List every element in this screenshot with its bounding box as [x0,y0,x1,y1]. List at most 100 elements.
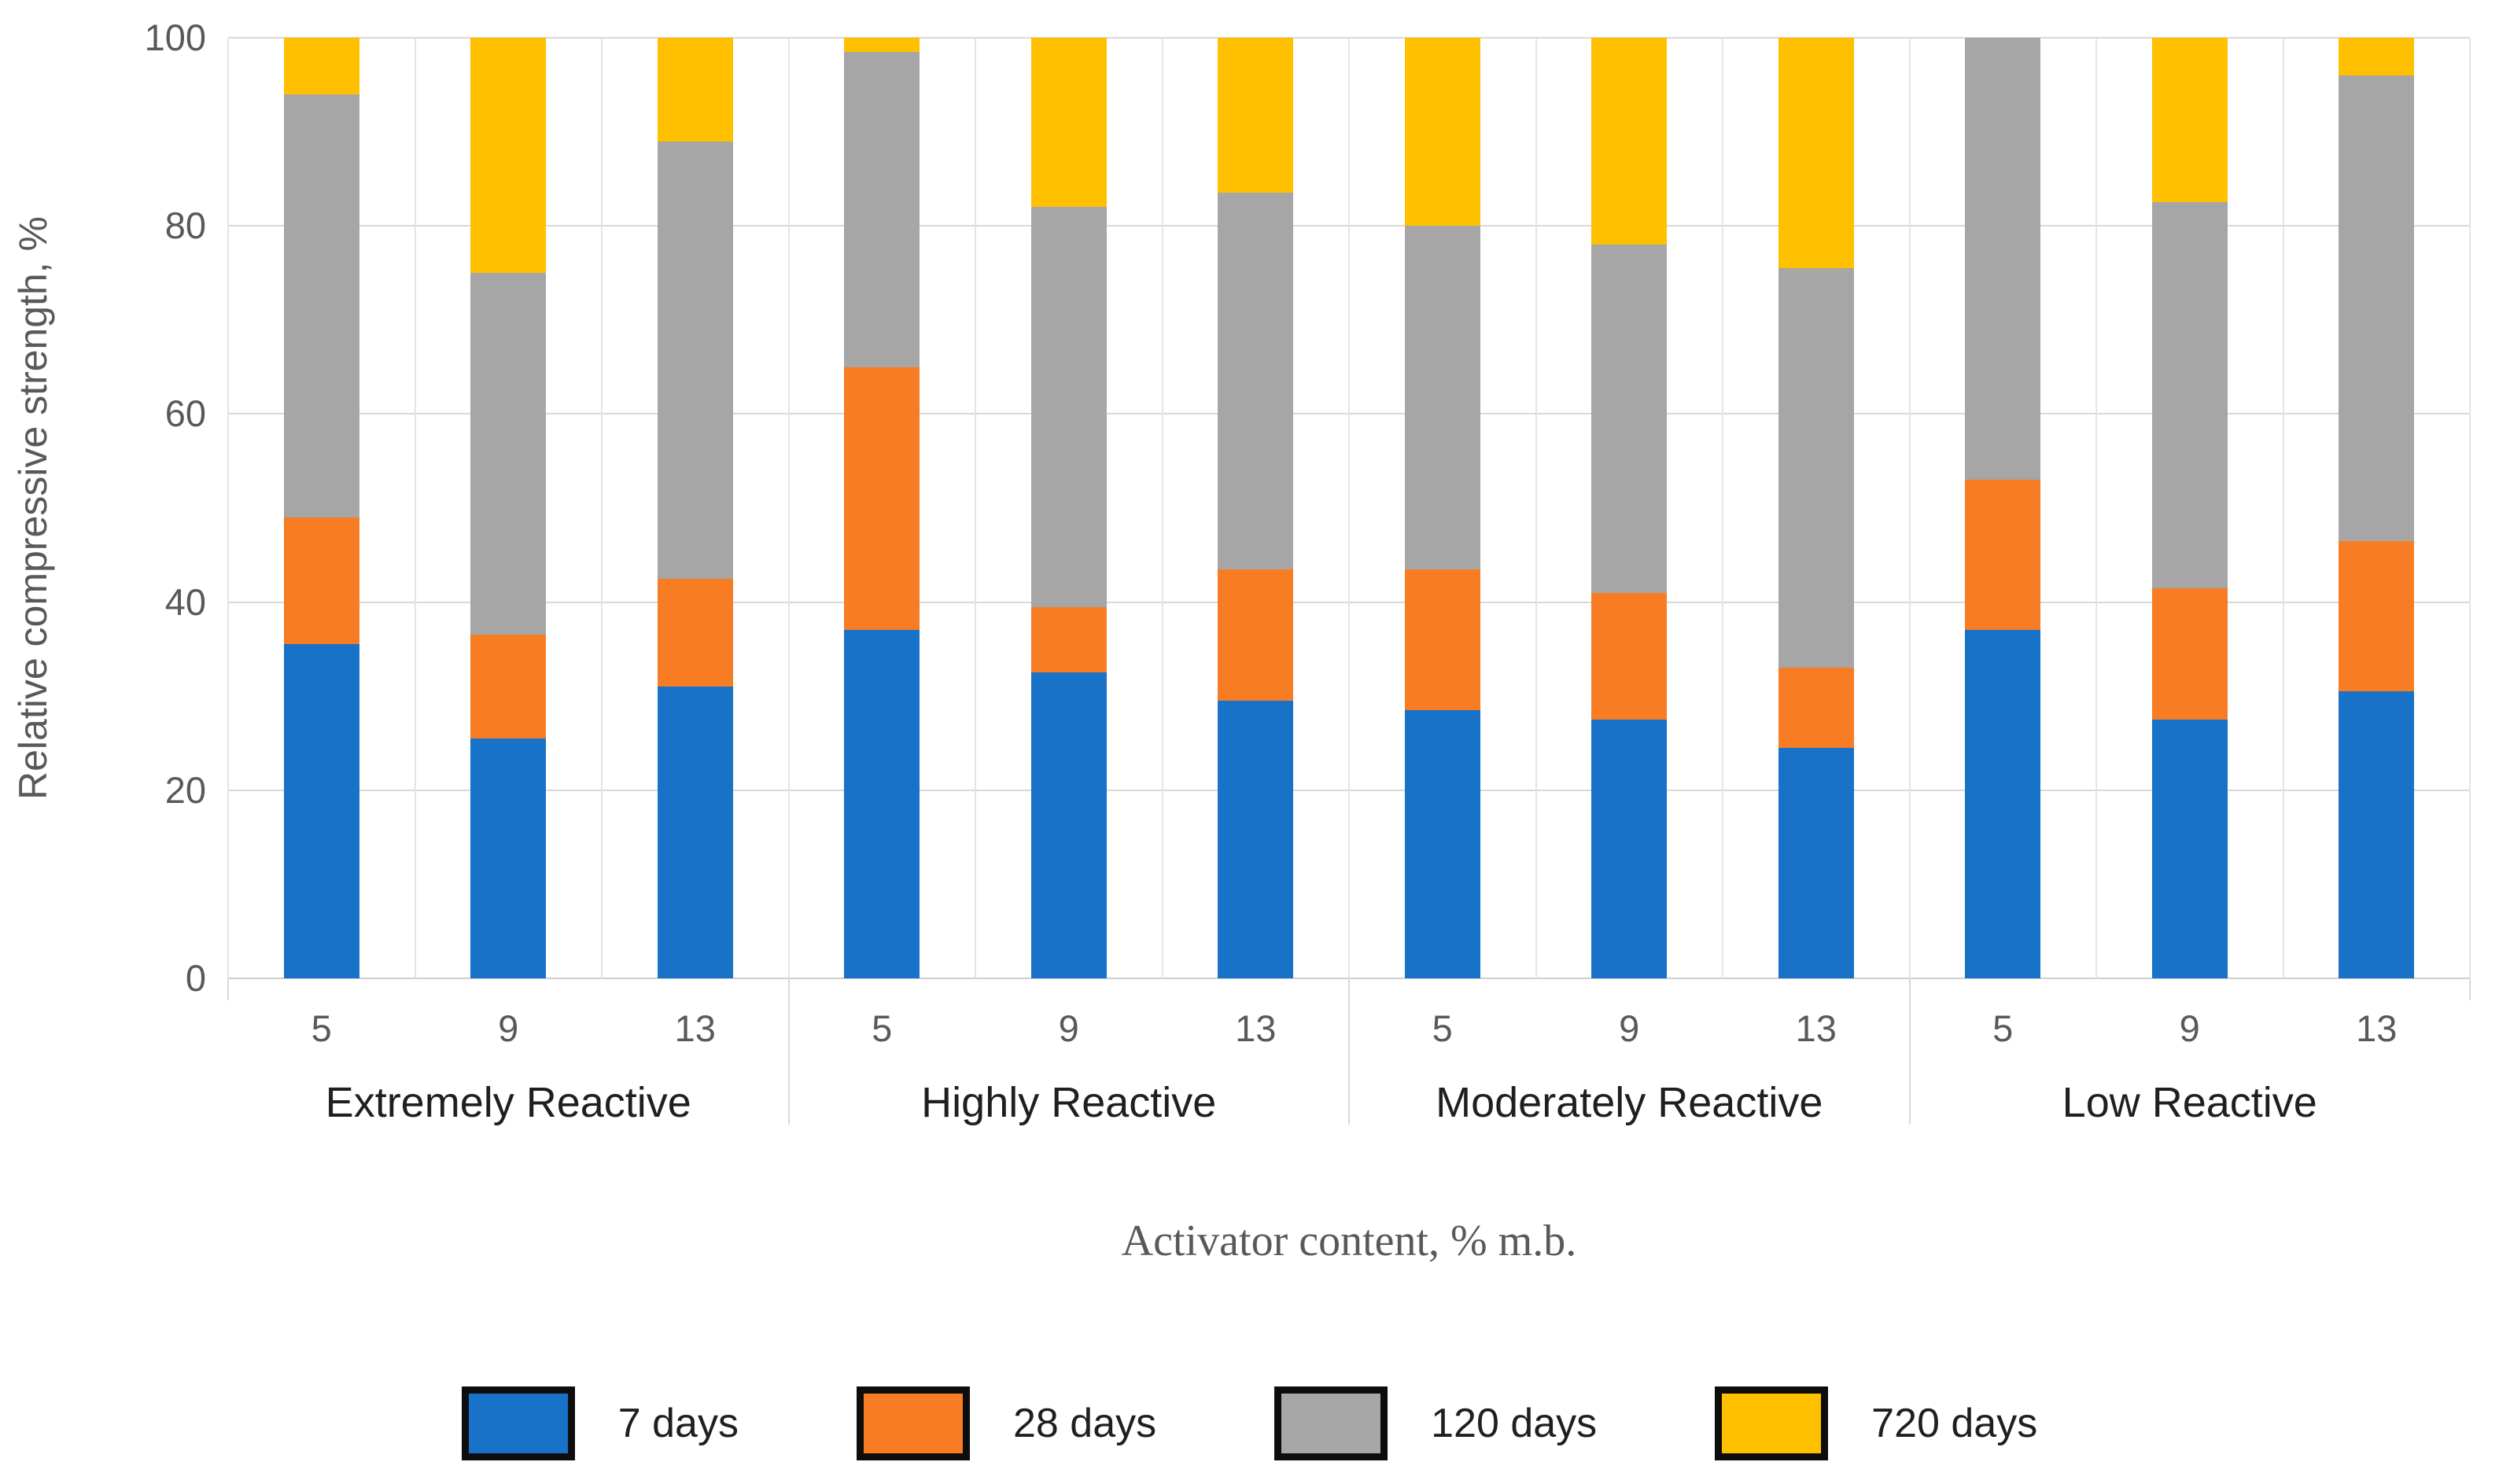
bar-low-reactive-5 [1965,38,2041,978]
y-tick-label-80: 80 [164,204,206,247]
bar-segment-28-days [283,517,359,645]
bar-segment-28-days [1030,606,1107,673]
x-tick-label: 5 [1992,1007,2014,1049]
bar-segment-720-days [657,38,733,142]
bar-segment-28-days [1591,592,1668,720]
category-boundary-line [2282,38,2284,978]
bar-segment-720-days [470,38,547,273]
bar-segment-720-days [1030,38,1107,208]
bar-highly-reactive-9 [1030,38,1107,978]
bar-moderately-reactive-5 [1404,38,1480,978]
bar-segment-720-days [2151,38,2228,203]
bar-segment-7-days [1778,747,1854,978]
legend-label: 720 days [1871,1401,2038,1446]
bar-segment-28-days [657,578,733,687]
bar-segment-720-days [1591,38,1668,245]
category-boundary-line [1908,38,1911,978]
category-boundary-line [2095,38,2097,978]
category-boundary-line [414,38,416,978]
category-boundary-line [1161,38,1163,978]
bar-segment-28-days [2151,587,2228,720]
category-boundary-line [1722,38,1723,978]
x-tick-label: 5 [872,1007,893,1049]
bar-segment-720-days [1778,38,1854,269]
bar-segment-120-days [1404,226,1480,569]
category-boundary-line [1535,38,1537,978]
bar-segment-120-days [1218,193,1294,569]
category-boundary-line [975,38,976,978]
x-tick-label: 9 [498,1007,519,1049]
x-tick-label: 13 [674,1007,716,1049]
group-separator [2469,978,2471,1000]
group-label-extremely-reactive: Extremely Reactive [325,1079,691,1126]
group-separator [227,978,229,1000]
y-tick-label-0: 0 [185,957,206,999]
x-tick-label: 13 [1795,1007,1837,1049]
x-tick-label: 9 [1619,1007,1640,1049]
bar-segment-28-days [1965,480,2041,631]
category-boundary-line [601,38,603,978]
category-boundary-line [2469,38,2471,978]
x-tick-label: 5 [311,1007,332,1049]
y-tick-label-100: 100 [144,17,206,58]
x-tick-label: 9 [1058,1007,1079,1049]
bar-segment-7-days [844,630,920,978]
plot-area [227,37,2471,979]
x-tick-label: 13 [2356,1007,2398,1049]
bar-segment-28-days [1218,569,1294,701]
bar-segment-120-days [470,273,547,635]
bar-highly-reactive-5 [844,38,920,978]
group-label-highly-reactive: Highly Reactive [921,1079,1217,1126]
category-boundary-line [227,38,229,978]
bar-extremely-reactive-13 [657,38,733,978]
group-separator [1908,978,1911,1125]
group-label-low-reactive: Low Reactive [2062,1079,2317,1126]
bar-segment-120-days [1965,38,2041,481]
legend-label: 7 days [617,1401,739,1446]
bar-extremely-reactive-5 [283,38,359,978]
bar-segment-7-days [2151,720,2228,978]
bar-segment-120-days [657,141,733,579]
bar-segment-120-days [2151,202,2228,588]
group-label-moderately-reactive: Moderately Reactive [1436,1079,1823,1126]
bar-low-reactive-13 [2339,38,2415,978]
legend-swatch-720-days [1715,1386,1829,1460]
category-boundary-line [787,38,790,978]
legend-item-120-days: 120 days [1274,1386,1597,1460]
bar-segment-7-days [2339,691,2415,978]
bar-segment-120-days [1030,207,1107,607]
legend-item-7-days: 7 days [461,1386,739,1460]
bar-segment-28-days [844,366,920,631]
bar-segment-120-days [283,94,359,517]
y-tick-label-60: 60 [164,392,206,435]
legend-item-720-days: 720 days [1715,1386,2037,1460]
bar-moderately-reactive-13 [1778,38,1854,978]
bar-segment-28-days [470,635,547,739]
legend-swatch-28-days [856,1386,970,1460]
legend-label: 28 days [1012,1401,1157,1446]
bar-moderately-reactive-9 [1591,38,1668,978]
bar-segment-120-days [1591,245,1668,593]
legend-swatch-120-days [1274,1386,1388,1460]
bar-segment-120-days [2339,75,2415,541]
bar-segment-7-days [1591,720,1668,978]
bar-segment-120-days [1778,268,1854,668]
bar-segment-720-days [1404,38,1480,226]
bar-segment-28-days [1778,668,1854,748]
legend: 7 days 28 days 120 days 720 days [0,1386,2499,1461]
x-tick-label: 13 [1235,1007,1277,1049]
y-axis-title: Relative compressive strength, % [11,216,55,800]
bar-segment-7-days [1030,672,1107,978]
bar-segment-7-days [470,738,547,978]
legend-item-28-days: 28 days [856,1386,1157,1460]
x-axis-title: Activator content, % m.b. [1121,1217,1577,1265]
bar-segment-7-days [283,644,359,978]
category-boundary-line [1348,38,1350,978]
group-separator [787,978,790,1125]
y-tick-label-20: 20 [164,768,206,811]
bar-segment-120-days [844,51,920,367]
bar-segment-28-days [2339,540,2415,692]
bar-segment-720-days [1218,38,1294,193]
bar-segment-720-days [844,38,920,52]
